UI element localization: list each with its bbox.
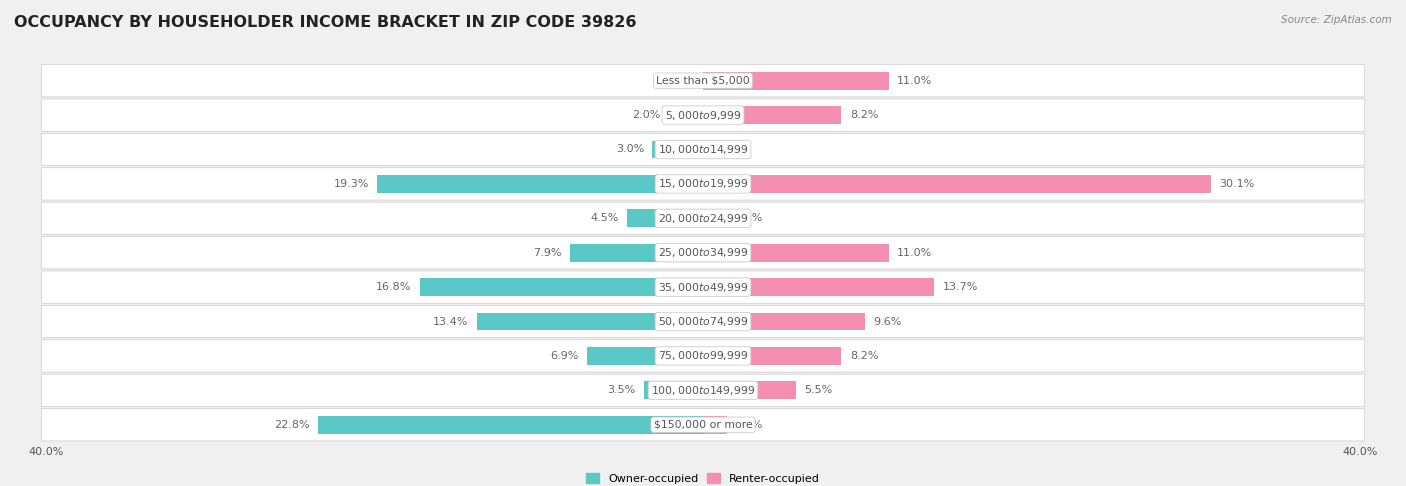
Text: 9.6%: 9.6% xyxy=(873,316,901,327)
Text: $35,000 to $49,999: $35,000 to $49,999 xyxy=(658,280,748,294)
Text: 22.8%: 22.8% xyxy=(274,420,309,430)
Bar xyxy=(318,416,703,434)
Text: 3.5%: 3.5% xyxy=(607,385,636,395)
Text: 11.0%: 11.0% xyxy=(897,76,932,86)
Bar xyxy=(703,416,727,434)
Text: Less than $5,000: Less than $5,000 xyxy=(657,76,749,86)
Text: 1.4%: 1.4% xyxy=(735,213,763,223)
FancyBboxPatch shape xyxy=(41,202,1365,234)
Text: 3.0%: 3.0% xyxy=(616,144,644,155)
Text: Source: ZipAtlas.com: Source: ZipAtlas.com xyxy=(1281,15,1392,25)
FancyBboxPatch shape xyxy=(41,168,1365,200)
Bar xyxy=(477,312,703,330)
Text: 8.2%: 8.2% xyxy=(849,351,879,361)
FancyBboxPatch shape xyxy=(41,133,1365,166)
Text: 16.8%: 16.8% xyxy=(375,282,411,292)
Text: 1.4%: 1.4% xyxy=(735,420,763,430)
FancyBboxPatch shape xyxy=(41,271,1365,303)
FancyBboxPatch shape xyxy=(41,305,1365,338)
FancyBboxPatch shape xyxy=(41,340,1365,372)
Bar xyxy=(703,209,727,227)
Text: 8.2%: 8.2% xyxy=(849,110,879,120)
Text: OCCUPANCY BY HOUSEHOLDER INCOME BRACKET IN ZIP CODE 39826: OCCUPANCY BY HOUSEHOLDER INCOME BRACKET … xyxy=(14,15,637,30)
Text: $10,000 to $14,999: $10,000 to $14,999 xyxy=(658,143,748,156)
Text: 0.0%: 0.0% xyxy=(666,76,695,86)
Text: 2.0%: 2.0% xyxy=(633,110,661,120)
Text: $15,000 to $19,999: $15,000 to $19,999 xyxy=(658,177,748,191)
Bar xyxy=(644,382,703,399)
Text: $100,000 to $149,999: $100,000 to $149,999 xyxy=(651,384,755,397)
Bar xyxy=(703,312,865,330)
Text: 19.3%: 19.3% xyxy=(333,179,368,189)
Bar xyxy=(703,175,1211,193)
FancyBboxPatch shape xyxy=(41,65,1365,97)
Text: $75,000 to $99,999: $75,000 to $99,999 xyxy=(658,349,748,363)
Legend: Owner-occupied, Renter-occupied: Owner-occupied, Renter-occupied xyxy=(581,469,825,486)
Bar xyxy=(703,244,889,261)
Text: 5.5%: 5.5% xyxy=(804,385,832,395)
Text: 4.5%: 4.5% xyxy=(591,213,619,223)
FancyBboxPatch shape xyxy=(41,374,1365,406)
Text: $5,000 to $9,999: $5,000 to $9,999 xyxy=(665,108,741,122)
Text: 13.7%: 13.7% xyxy=(942,282,979,292)
Bar xyxy=(652,140,703,158)
Text: 7.9%: 7.9% xyxy=(533,248,561,258)
Text: $150,000 or more: $150,000 or more xyxy=(654,420,752,430)
Bar xyxy=(419,278,703,296)
Bar xyxy=(569,244,703,261)
FancyBboxPatch shape xyxy=(41,237,1365,269)
Bar xyxy=(586,347,703,365)
FancyBboxPatch shape xyxy=(41,409,1365,441)
Bar xyxy=(377,175,703,193)
Text: 11.0%: 11.0% xyxy=(897,248,932,258)
Text: 40.0%: 40.0% xyxy=(28,447,63,457)
Bar xyxy=(703,347,841,365)
Bar xyxy=(703,106,841,124)
Bar xyxy=(703,278,934,296)
Text: 30.1%: 30.1% xyxy=(1219,179,1254,189)
Text: $50,000 to $74,999: $50,000 to $74,999 xyxy=(658,315,748,328)
Bar xyxy=(669,106,703,124)
Text: $20,000 to $24,999: $20,000 to $24,999 xyxy=(658,212,748,225)
Text: 40.0%: 40.0% xyxy=(1343,447,1378,457)
Bar xyxy=(627,209,703,227)
Text: 13.4%: 13.4% xyxy=(433,316,468,327)
Bar xyxy=(703,72,889,89)
FancyBboxPatch shape xyxy=(41,99,1365,131)
Text: $25,000 to $34,999: $25,000 to $34,999 xyxy=(658,246,748,259)
Text: 6.9%: 6.9% xyxy=(550,351,578,361)
Bar xyxy=(703,382,796,399)
